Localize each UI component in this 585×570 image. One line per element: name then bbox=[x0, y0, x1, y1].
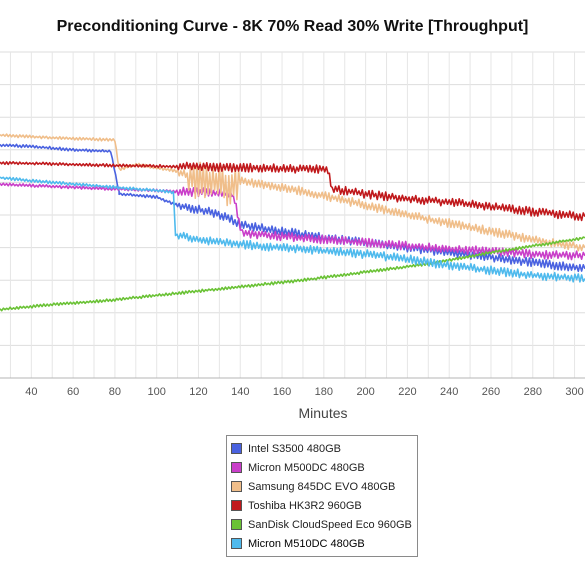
x-tick-label: 60 bbox=[67, 386, 79, 398]
series-line-1 bbox=[0, 143, 585, 273]
series-line-6 bbox=[0, 176, 585, 283]
legend: Intel S3500 480GB Micron M500DC 480GB Sams… bbox=[226, 435, 418, 557]
x-tick-label: 200 bbox=[356, 386, 374, 398]
legend-item[interactable]: Intel S3500 480GB bbox=[227, 439, 417, 458]
legend-item[interactable]: Samsung 845DC EVO 480GB bbox=[227, 477, 417, 496]
x-tick-label: 120 bbox=[189, 386, 207, 398]
x-tick-label: 260 bbox=[482, 386, 500, 398]
legend-label: Intel S3500 480GB bbox=[248, 442, 341, 455]
legend-item[interactable]: Toshiba HK3R2 960GB bbox=[227, 496, 417, 515]
series-line-5 bbox=[0, 236, 585, 312]
legend-swatch bbox=[231, 462, 242, 473]
legend-label: Micron M500DC 480GB bbox=[248, 461, 365, 474]
legend-swatch bbox=[231, 500, 242, 511]
x-tick-label: 280 bbox=[524, 386, 542, 398]
series-line-3 bbox=[0, 133, 585, 252]
x-axis-title: Minutes bbox=[298, 405, 347, 421]
x-tick-label: 220 bbox=[398, 386, 416, 398]
legend-label: Micron M510DC 480GB bbox=[248, 537, 365, 550]
legend-label: SanDisk CloudSpeed Eco 960GB bbox=[248, 518, 412, 531]
x-tick-label: 160 bbox=[273, 386, 291, 398]
x-tick-label: 80 bbox=[109, 386, 121, 398]
x-tick-label: 180 bbox=[315, 386, 333, 398]
legend-swatch bbox=[231, 481, 242, 492]
legend-label: Samsung 845DC EVO 480GB bbox=[248, 480, 396, 493]
x-tick-label: 300 bbox=[565, 386, 583, 398]
legend-item[interactable]: Micron M500DC 480GB bbox=[227, 458, 417, 477]
x-tick-label: 100 bbox=[148, 386, 166, 398]
legend-item[interactable]: SanDisk CloudSpeed Eco 960GB bbox=[227, 515, 417, 534]
legend-swatch bbox=[231, 538, 242, 549]
legend-swatch bbox=[231, 443, 242, 454]
x-tick-label: 40 bbox=[25, 386, 37, 398]
legend-item[interactable]: Micron M510DC 480GB bbox=[227, 534, 417, 553]
series-line-2 bbox=[0, 182, 585, 261]
chart-title: Preconditioning Curve - 8K 70% Read 30% … bbox=[56, 18, 529, 35]
legend-swatch bbox=[231, 519, 242, 530]
x-tick-label: 140 bbox=[231, 386, 249, 398]
legend-label: Toshiba HK3R2 960GB bbox=[248, 499, 362, 512]
x-tick-label: 240 bbox=[440, 386, 458, 398]
series-line-4 bbox=[0, 161, 585, 222]
